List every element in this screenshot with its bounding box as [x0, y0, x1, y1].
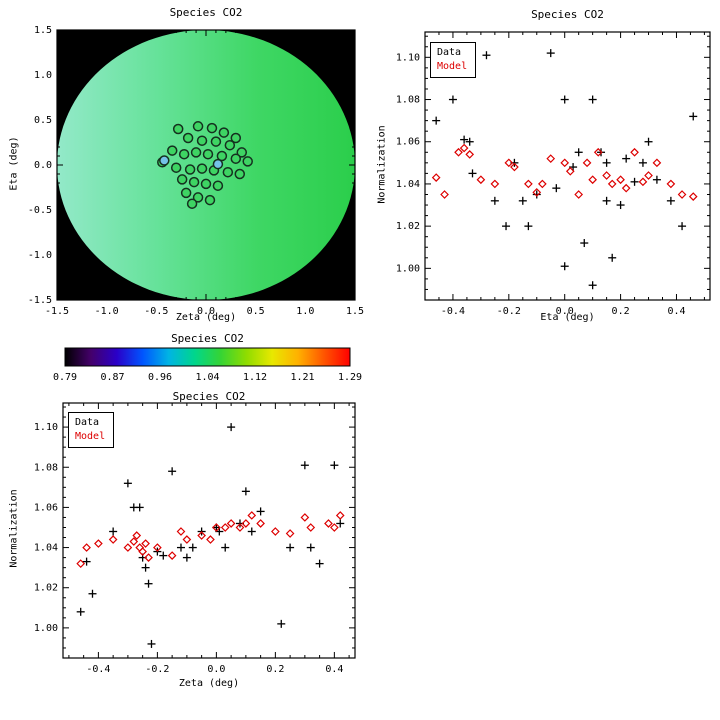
svg-text:0.4: 0.4 [667, 306, 685, 317]
zeta-scatter-panel: -0.4 -0.2 0.0 0.2 0.4 1.00 1.02 1.04 1.06 1.08 1.1… [0, 388, 370, 700]
svg-text:1.10: 1.10 [34, 422, 58, 433]
svg-text:1.00: 1.00 [396, 263, 420, 274]
eta-scatter-panel: -0.4 -0.2 0.0 0.2 0.4 1.00 1.02 1.04 1.06 1.08 1.1… [370, 0, 720, 335]
svg-text:1.08: 1.08 [396, 95, 420, 106]
map-title: Species CO2 [169, 6, 243, 19]
svg-text:-1.0: -1.0 [95, 306, 119, 317]
svg-text:0.2: 0.2 [612, 306, 630, 317]
eta-title: Species CO2 [531, 8, 604, 21]
svg-text:0.0: 0.0 [34, 160, 52, 171]
svg-text:1.02: 1.02 [34, 583, 58, 594]
svg-text:1.5: 1.5 [346, 306, 364, 317]
svg-text:-0.5: -0.5 [28, 205, 52, 216]
svg-text:-1.5: -1.5 [28, 295, 52, 306]
map-plot: -1.5 -1.0 -0.5 0.0 0.5 1.0 1.5 -1.5 -1.0 -0.5 0.0 0… [28, 25, 364, 317]
svg-text:-0.2: -0.2 [145, 664, 169, 675]
svg-text:-0.5: -0.5 [144, 306, 168, 317]
svg-text:1.04: 1.04 [34, 543, 58, 554]
svg-text:1.10: 1.10 [396, 52, 420, 63]
svg-text:0.5: 0.5 [247, 306, 265, 317]
svg-text:1.12: 1.12 [243, 372, 267, 383]
map-xlabel: Zeta (deg) [175, 312, 237, 323]
svg-text:-0.4: -0.4 [441, 306, 465, 317]
colorbar-panel: 0.79 0.87 0.96 1.04 1.12 1.21 1.29 Species CO2 [0, 332, 370, 388]
svg-text:0.0: 0.0 [197, 306, 215, 317]
svg-text:1.04: 1.04 [396, 179, 420, 190]
colorbar-title: Species CO2 [171, 332, 244, 345]
svg-text:-1.5: -1.5 [45, 306, 69, 317]
svg-text:1.00: 1.00 [34, 623, 58, 634]
svg-text:0.0: 0.0 [556, 306, 574, 317]
legend-data-label: Data [437, 47, 462, 58]
zeta-ylabel: Normalization [8, 489, 20, 568]
eta-legend: Data Model [430, 42, 477, 78]
zeta-xlabel: Zeta (deg) [178, 678, 240, 689]
svg-text:0.5: 0.5 [34, 115, 52, 126]
svg-text:1.02: 1.02 [396, 221, 420, 232]
svg-text:1.5: 1.5 [34, 25, 52, 36]
eta-plot: -0.4 -0.2 0.0 0.2 0.4 1.00 1.02 1.04 1.06 1.08 1.1… [396, 31, 711, 317]
svg-text:0.0: 0.0 [207, 664, 225, 675]
svg-text:-0.4: -0.4 [86, 664, 110, 675]
legend-data-label: Data [75, 417, 100, 428]
svg-text:1.21: 1.21 [290, 372, 314, 383]
svg-text:1.29: 1.29 [338, 372, 362, 383]
svg-text:0.96: 0.96 [148, 372, 172, 383]
legend-model-label: Model [75, 431, 106, 442]
svg-text:1.0: 1.0 [34, 70, 52, 81]
svg-text:1.04: 1.04 [195, 372, 219, 383]
eta-xlabel: Eta (deg) [540, 312, 595, 323]
legend-model-label: Model [437, 61, 468, 72]
svg-text:0.4: 0.4 [325, 664, 343, 675]
svg-text:0.79: 0.79 [53, 372, 77, 383]
map-ylabel: Eta (deg) [8, 136, 20, 191]
svg-text:1.06: 1.06 [34, 502, 58, 513]
svg-text:1.06: 1.06 [396, 137, 420, 148]
map-panel: -1.5 -1.0 -0.5 0.0 0.5 1.0 1.5 -1.5 -1.0 -0.5 0.0 0… [0, 0, 370, 332]
svg-text:1.0: 1.0 [296, 306, 314, 317]
svg-text:-0.2: -0.2 [497, 306, 521, 317]
colorbar-plot: 0.79 0.87 0.96 1.04 1.12 1.21 1.29 [53, 347, 362, 383]
svg-text:0.87: 0.87 [100, 372, 124, 383]
svg-text:1.08: 1.08 [34, 462, 58, 473]
eta-ylabel: Normalization [376, 125, 388, 204]
zeta-title: Species CO2 [172, 390, 246, 403]
zeta-legend: Data Model [68, 412, 115, 448]
svg-text:0.2: 0.2 [266, 664, 284, 675]
svg-text:-1.0: -1.0 [28, 250, 52, 261]
zeta-plot: -0.4 -0.2 0.0 0.2 0.4 1.00 1.02 1.04 1.06 1.08 1.1… [34, 402, 356, 675]
